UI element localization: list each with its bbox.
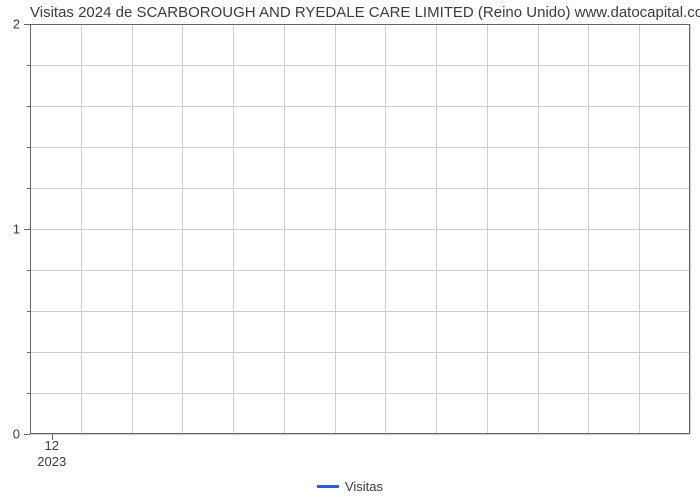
grid-line-horizontal: [30, 65, 690, 66]
grid-line-horizontal: [30, 352, 690, 353]
y-tick-minor: [27, 65, 30, 66]
y-tick-minor: [27, 188, 30, 189]
plot-area: 012 122023: [30, 24, 690, 434]
grid-line-horizontal: [30, 229, 690, 230]
y-tick-major: [24, 24, 30, 25]
y-tick-major: [24, 434, 30, 435]
grid-line-horizontal: [30, 311, 690, 312]
y-tick-major: [24, 229, 30, 230]
y-tick-minor: [27, 147, 30, 148]
x-tick-label: 12: [45, 438, 59, 453]
y-tick-minor: [27, 393, 30, 394]
grid-line-horizontal: [30, 393, 690, 394]
y-tick-label: 1: [13, 222, 20, 237]
y-tick-minor: [27, 352, 30, 353]
grid-line-horizontal: [30, 270, 690, 271]
grid-line-horizontal: [30, 188, 690, 189]
chart-title: Visitas 2024 de SCARBOROUGH AND RYEDALE …: [30, 4, 694, 21]
legend: Visitas: [0, 478, 700, 494]
y-tick-label: 0: [13, 427, 20, 442]
legend-label: Visitas: [345, 479, 383, 494]
chart-container: Visitas 2024 de SCARBOROUGH AND RYEDALE …: [0, 0, 700, 500]
grid-line-horizontal: [30, 24, 690, 25]
grid-line-horizontal: [30, 147, 690, 148]
legend-swatch: [317, 485, 339, 488]
y-tick-minor: [27, 270, 30, 271]
y-tick-label: 2: [13, 17, 20, 32]
grid-line-horizontal: [30, 434, 690, 435]
y-tick-minor: [27, 106, 30, 107]
y-tick-minor: [27, 311, 30, 312]
grid-line-vertical: [690, 24, 691, 434]
grid-line-horizontal: [30, 106, 690, 107]
x-tick-sublabel: 2023: [37, 454, 66, 469]
